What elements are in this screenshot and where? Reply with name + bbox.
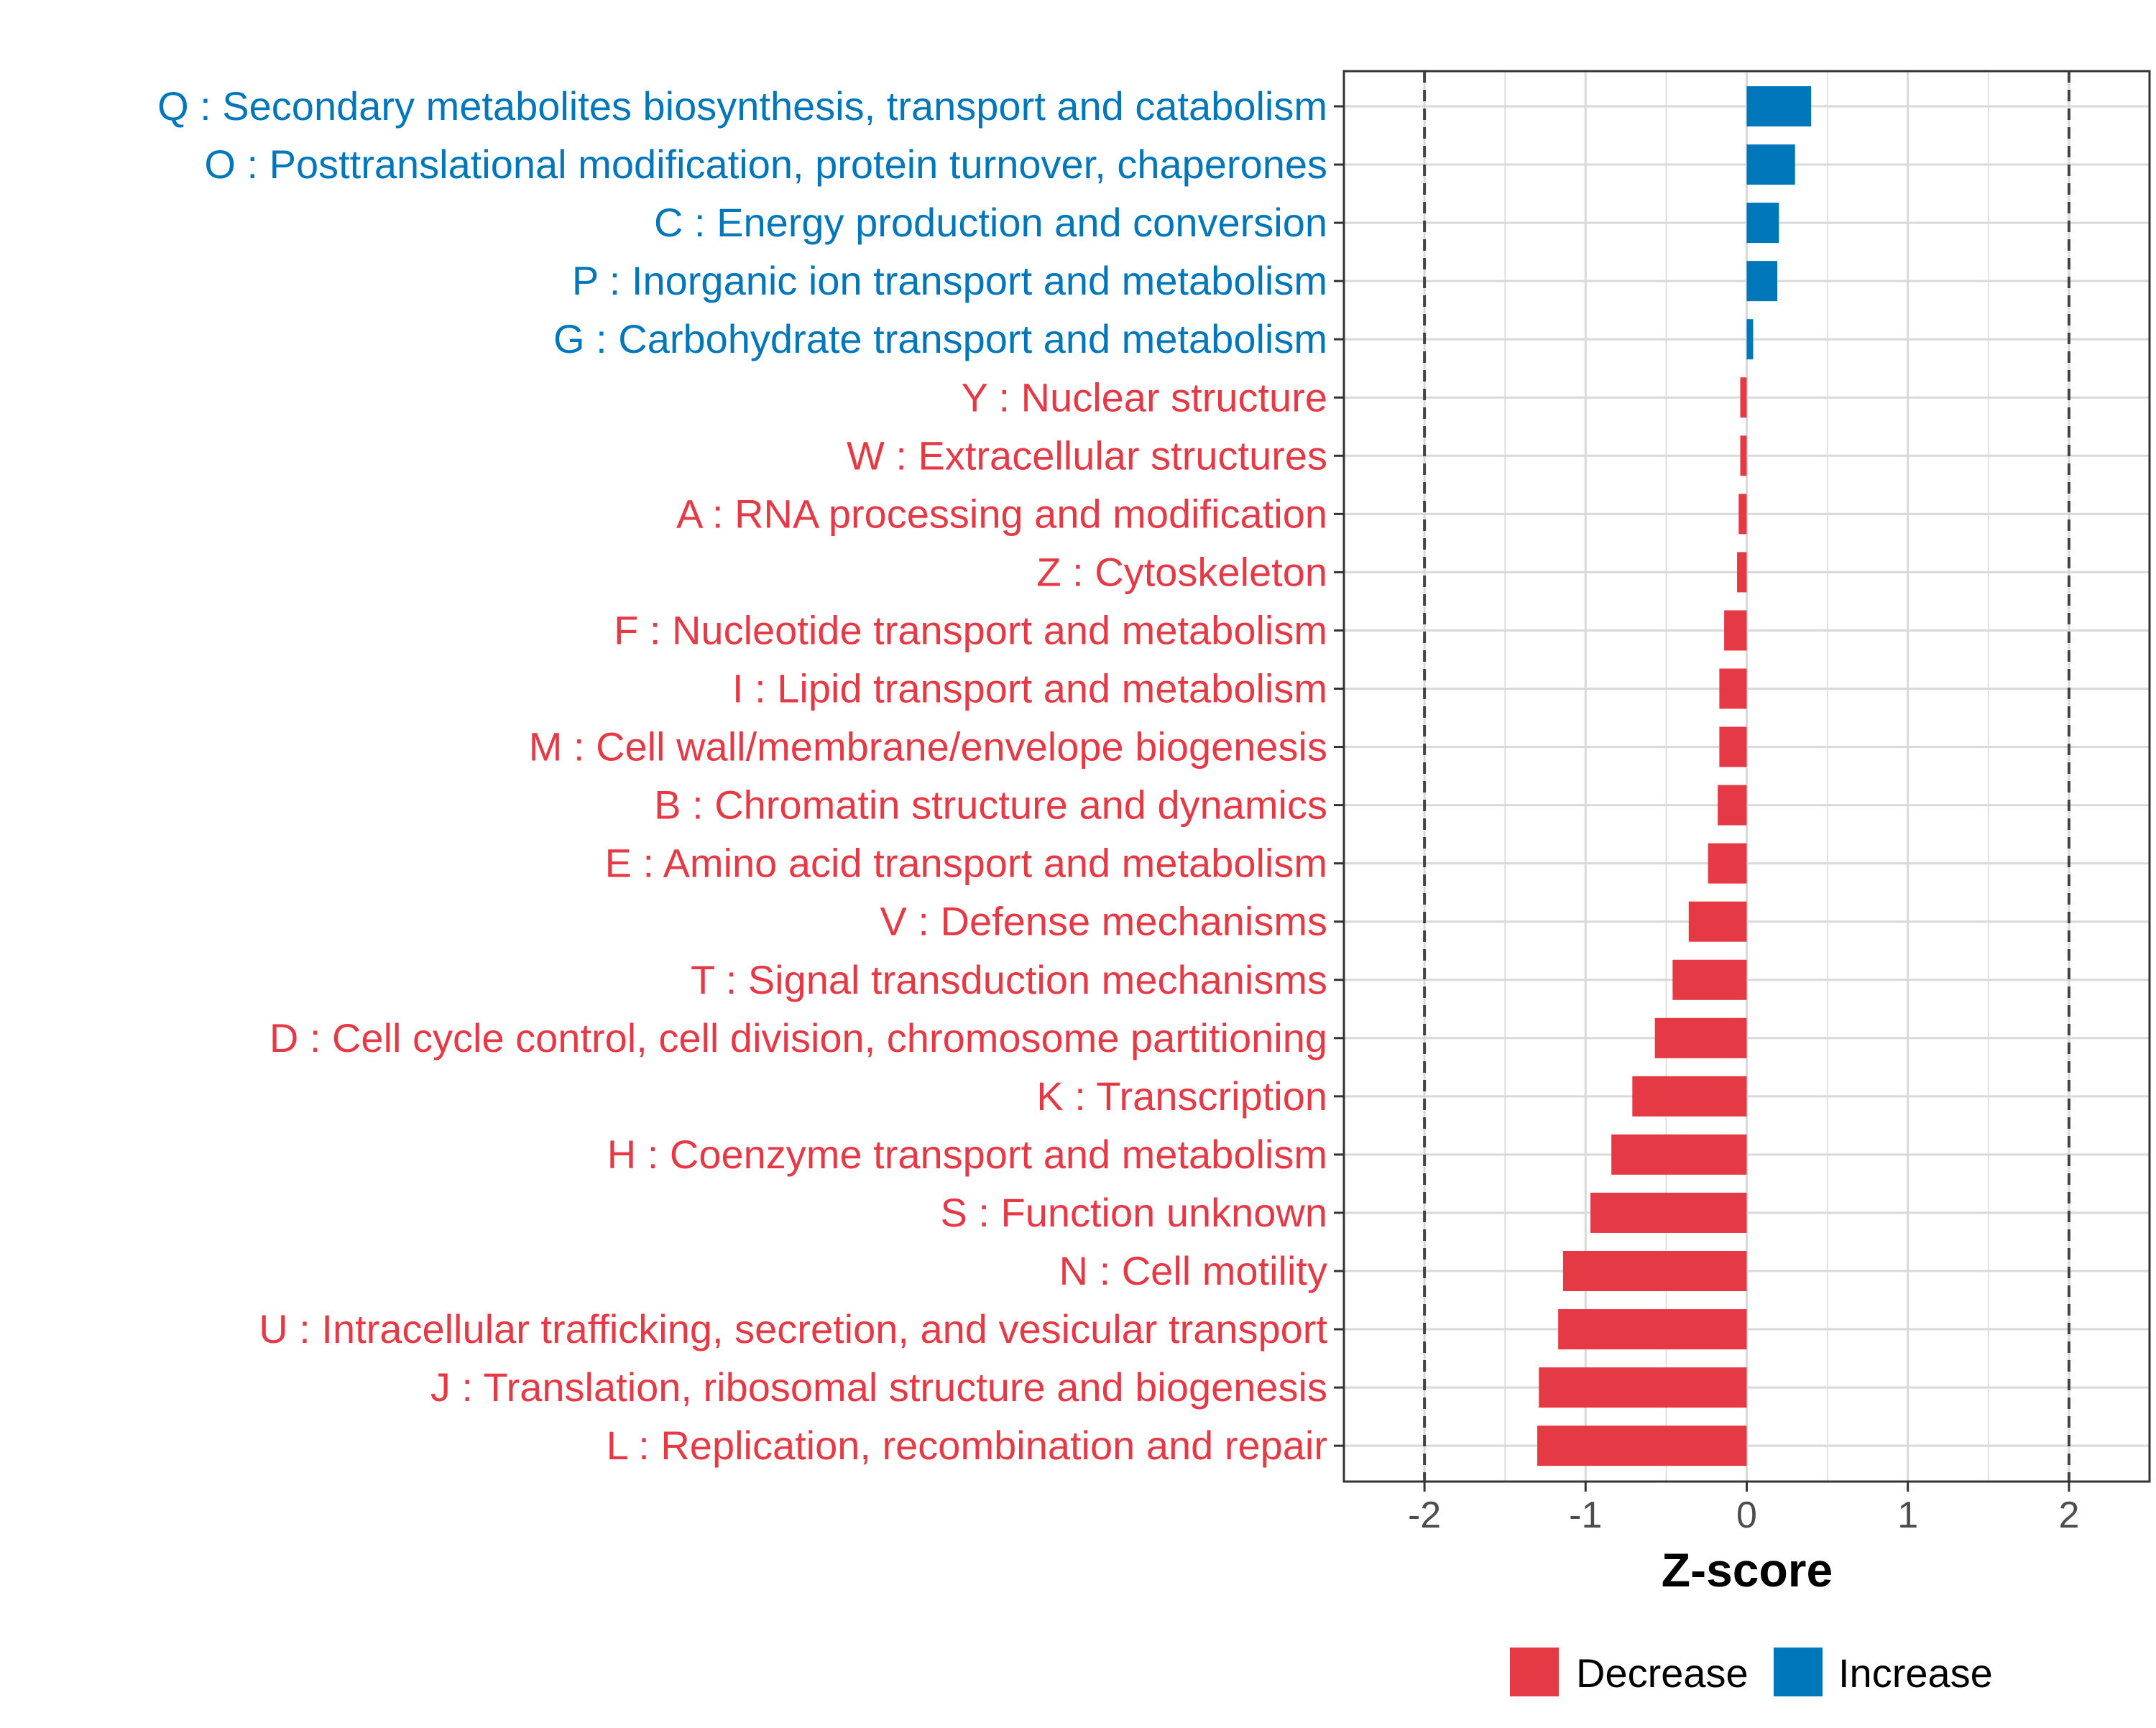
category-label: P : Inorganic ion transport and metaboli… (572, 258, 1327, 303)
bar (1737, 552, 1747, 593)
category-label: Z : Cytoskeleton (1036, 549, 1327, 594)
bar (1718, 785, 1747, 826)
bar (1719, 726, 1747, 767)
category-label: I : Lipid transport and metabolism (732, 666, 1327, 711)
category-label: G : Carbohydrate transport and metabolis… (553, 316, 1327, 361)
bar (1738, 494, 1747, 535)
category-label: D : Cell cycle control, cell division, c… (270, 1015, 1327, 1061)
category-label: O : Posttranslational modification, prot… (204, 142, 1327, 187)
x-axis-title: Z-score (1662, 1543, 1833, 1597)
category-label: B : Chromatin structure and dynamics (654, 782, 1327, 828)
legend-swatch-increase (1774, 1648, 1823, 1696)
bar (1740, 435, 1747, 476)
legend-swatch-decrease (1510, 1648, 1559, 1696)
category-label: C : Energy production and conversion (654, 200, 1327, 245)
bar (1724, 610, 1747, 651)
bar (1708, 843, 1747, 884)
bar (1654, 1017, 1747, 1058)
category-label: V : Defense mechanisms (880, 899, 1327, 944)
category-label: W : Extracellular structures (847, 433, 1327, 478)
category-label: N : Cell motility (1059, 1248, 1327, 1293)
bar (1746, 144, 1795, 185)
x-tick-label: 2 (2058, 1494, 2079, 1536)
category-label: U : Intracellular trafficking, secretion… (259, 1306, 1327, 1352)
bar (1590, 1192, 1747, 1233)
bar (1688, 901, 1747, 942)
x-tick-label: -2 (1408, 1494, 1441, 1536)
category-label: Y : Nuclear structure (962, 374, 1327, 420)
bar (1746, 319, 1754, 360)
bars (1537, 86, 1812, 1466)
category-label: S : Function unknown (940, 1190, 1327, 1235)
reference-lines (1423, 71, 2070, 1482)
bar (1632, 1076, 1747, 1117)
bar (1558, 1309, 1747, 1350)
category-label: H : Coenzyme transport and metabolism (607, 1132, 1327, 1177)
x-tick-label: -1 (1569, 1494, 1602, 1536)
category-label: Q : Secondary metabolites biosynthesis, … (157, 83, 1327, 129)
bar (1746, 203, 1779, 244)
category-label: F : Nucleotide transport and metabolism (614, 607, 1327, 652)
category-label: J : Translation, ribosomal structure and… (430, 1364, 1327, 1410)
category-label: E : Amino acid transport and metabolism (605, 841, 1327, 886)
bar (1537, 1426, 1747, 1466)
legend-label-decrease: Decrease (1576, 1650, 1749, 1696)
legend: Decrease Increase (1510, 1648, 1993, 1696)
bar (1746, 86, 1812, 126)
category-label: A : RNA processing and modification (676, 491, 1327, 536)
category-labels: Q : Secondary metabolites biosynthesis, … (157, 83, 1344, 1468)
bar (1719, 668, 1747, 709)
bar (1611, 1134, 1747, 1175)
category-label: T : Signal transduction mechanisms (691, 957, 1327, 1002)
category-label: M : Cell wall/membrane/envelope biogenes… (529, 724, 1327, 770)
bar (1672, 959, 1747, 1000)
category-label: L : Replication, recombination and repai… (607, 1423, 1327, 1468)
bar (1740, 377, 1747, 418)
legend-label-increase: Increase (1838, 1650, 1993, 1696)
category-label: K : Transcription (1036, 1073, 1327, 1119)
x-tick-label: 0 (1736, 1494, 1757, 1536)
bar (1562, 1251, 1747, 1291)
bar (1746, 261, 1778, 302)
x-axis-ticks: -2 -1 0 1 2 (1408, 1482, 2079, 1536)
x-tick-label: 1 (1897, 1494, 1918, 1536)
bar (1539, 1367, 1747, 1408)
